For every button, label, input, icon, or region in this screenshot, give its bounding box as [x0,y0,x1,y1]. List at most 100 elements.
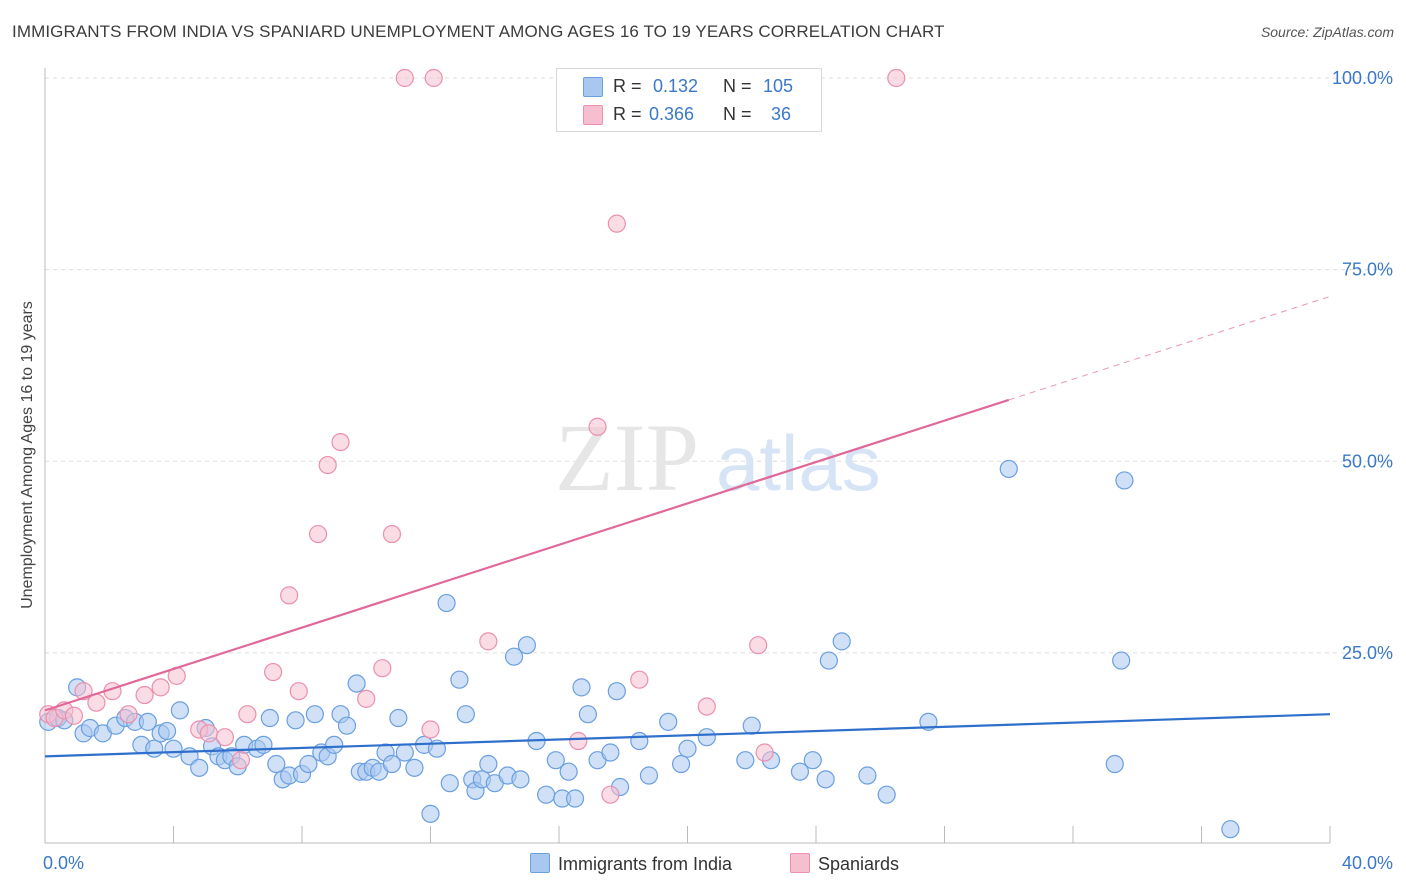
data-point-india [678,739,697,758]
legend-n-label: N = [723,76,752,96]
data-point-india [1105,754,1124,774]
data-point-india [607,682,626,701]
data-point-india [347,674,366,693]
data-point-spaniards [424,68,443,88]
data-point-india [999,459,1018,479]
data-point-spaniards [382,524,402,544]
legend-n-value: 36 [771,104,792,124]
data-point-india [267,754,286,774]
data-point-india [337,716,357,735]
legend-n-value: 105 [763,76,794,96]
series-immigrants-from-india [39,459,1240,839]
legend-r-value: 0.366 [649,104,695,124]
data-point-india [816,770,835,789]
chart-title: IMMIGRANTS FROM INDIA VS SPANIARD UNEMPL… [12,22,945,41]
source-label: Source: ZipAtlas.com [1260,24,1394,40]
data-point-india [504,647,524,666]
legend-r-label: R = [613,76,642,96]
data-point-spaniards [119,705,138,724]
data-point-india [877,785,896,804]
data-point-india [299,754,318,774]
data-point-india [819,651,838,670]
data-point-india [421,804,440,823]
data-point-india [790,762,810,781]
data-point-spaniards [421,720,440,739]
data-point-spaniards [630,670,649,689]
data-point-india [742,716,761,735]
data-point-spaniards [135,685,154,705]
data-point-india [157,721,177,741]
data-point-india [190,758,209,777]
data-point-india [919,712,938,731]
data-point-spaniards [479,632,498,651]
data-point-spaniards [357,689,376,708]
data-point-india [254,735,273,754]
data-point-india [138,712,157,731]
data-point-india [1115,471,1134,490]
data-point-india [511,770,530,789]
data-point-spaniards [749,636,768,655]
data-point-spaniards [588,417,607,436]
data-point-india [479,754,498,774]
x-tick-label: 40.0% [1342,853,1393,873]
y-tick-label: 50.0% [1342,451,1393,471]
data-point-spaniards [151,678,170,697]
data-point-spaniards [755,743,774,762]
data-point-india [286,711,305,730]
legend-swatch-blue [583,77,603,97]
x-tick-label: 0.0% [43,853,84,873]
data-point-india [305,705,324,724]
data-point-spaniards [64,706,84,725]
data-point-spaniards [331,432,350,452]
data-point-india [325,735,344,754]
data-point-spaniards [601,785,620,804]
gridlines [45,77,1392,654]
data-point-india [671,754,691,774]
data-point-india [537,785,556,804]
legend-r-value: 0.132 [653,76,699,96]
y-tick-label: 25.0% [1342,643,1393,663]
data-point-india [697,728,716,747]
watermark-zip: ZIP [555,404,699,511]
data-point-india [517,636,536,655]
data-point-india [565,789,585,808]
data-point-spaniards [231,751,251,770]
watermark-atlas: atlas [716,419,881,507]
legend-swatch-pink [583,105,603,125]
stats-legend: R = 0.132 N = 105 R = 0.366 N = 36 [556,68,822,132]
data-point-india [440,774,459,793]
data-point-spaniards [289,682,308,701]
data-point-spaniards [395,68,414,88]
legend-label-india: Immigrants from India [558,854,733,874]
data-point-india [456,705,475,724]
data-point-india [405,758,424,777]
trend-line-spaniards [44,398,1010,712]
legend-r-label: R = [613,104,642,124]
data-point-spaniards [607,214,626,233]
data-point-india [389,708,408,728]
data-point-india [260,708,279,728]
data-point-india [736,751,755,770]
data-point-india [630,731,649,751]
data-point-india [578,705,598,724]
data-point-spaniards [887,68,906,88]
data-point-india [382,754,402,774]
data-point-india [572,678,591,697]
legend-item-spaniards: Spaniards [790,853,899,875]
trend-line-spaniards-extrapolated [1008,295,1331,401]
trend-line-india [44,713,1331,758]
y-tick-label: 100.0% [1332,68,1393,88]
data-point-spaniards [569,731,588,751]
data-point-india [1112,651,1131,670]
data-point-india [601,743,620,762]
data-point-india [164,739,183,758]
data-point-india [450,670,469,689]
trend-lines [44,295,1331,758]
legend-n-label: N = [723,104,752,124]
data-point-india [659,712,678,731]
data-point-india [546,751,565,770]
data-point-spaniards [238,705,257,724]
legend-swatch-india [530,853,550,873]
data-point-india [170,701,190,720]
